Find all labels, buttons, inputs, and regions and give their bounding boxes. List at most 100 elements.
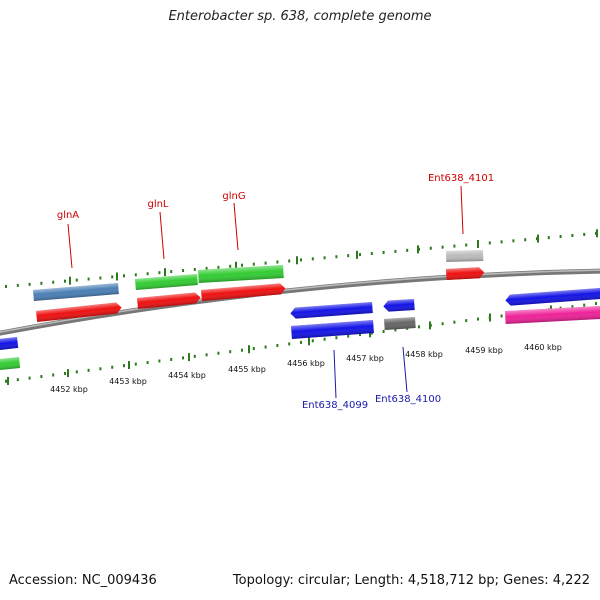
upper-tick [429, 246, 432, 250]
upper-major-tick [596, 229, 598, 238]
lower-tick [123, 364, 125, 368]
lower-tick [583, 303, 586, 307]
gene-label-top: glnA [57, 210, 79, 221]
cds-Ent638_4099 [290, 302, 373, 319]
lower-tick [229, 350, 232, 354]
upper-tick [241, 263, 243, 267]
lower-tick [347, 334, 350, 338]
upper-tick [229, 264, 232, 268]
cds-right-edge-shine [505, 288, 600, 306]
lower-tick [441, 322, 444, 326]
scale-label: 4460 kbp [524, 343, 562, 352]
gene-label-top: Ent638_4101 [428, 173, 494, 184]
lower-tick [300, 340, 302, 344]
lower-tick [241, 348, 243, 352]
gene-label-bottom: Ent638_4100 [375, 394, 441, 405]
upper-tick [252, 262, 255, 266]
lower-tick [217, 351, 220, 355]
upper-tick [488, 241, 491, 245]
lower-tick [252, 347, 255, 351]
label-connectors [67, 185, 464, 399]
lower-tick [335, 336, 338, 340]
gene-label-bottom: Ent638_4099 [302, 400, 368, 411]
scale-label: 4457 kbp [346, 354, 384, 363]
lower-tick [5, 379, 7, 383]
lower-tick [264, 345, 267, 349]
cds-right-edge [505, 288, 600, 306]
lower-major-tick [7, 376, 9, 385]
upper-tick [52, 280, 55, 284]
upper-tick-ruler [5, 229, 598, 288]
gene-Ent638_4099-shine [291, 320, 374, 339]
upper-tick [300, 258, 302, 262]
gene-right-edge-shine [505, 305, 600, 324]
lower-tick [453, 320, 456, 324]
cds-glnG-shine [201, 283, 286, 301]
lower-tick [465, 319, 468, 323]
upper-tick [123, 274, 125, 278]
upper-tick [264, 261, 267, 265]
bottom-label-leader [402, 346, 408, 393]
upper-tick [347, 254, 350, 258]
scale-label: 4456 kbp [287, 359, 325, 368]
upper-tick [99, 276, 102, 280]
upper-tick [323, 256, 326, 260]
genome-backbone-highlight [0, 269, 600, 333]
upper-major-tick [356, 250, 358, 259]
upper-tick [111, 275, 114, 279]
upper-tick [512, 239, 515, 243]
upper-tick [500, 240, 503, 244]
upper-tick [205, 266, 208, 270]
scale-label: 4458 kbp [405, 350, 443, 359]
upper-tick [370, 252, 373, 256]
cds-glnG [201, 283, 286, 301]
lower-tick [16, 378, 19, 382]
lower-major-tick [188, 353, 190, 362]
upper-tick [158, 271, 161, 275]
upper-tick [465, 243, 468, 247]
gene-left-edge-shine [0, 356, 21, 371]
upper-tick [311, 257, 314, 261]
gene-glnG-shine [198, 265, 284, 283]
upper-tick [335, 255, 338, 259]
lower-tick [418, 325, 420, 329]
upper-major-tick [537, 234, 539, 243]
lower-tick [170, 357, 173, 361]
top-label-leader [67, 223, 73, 269]
lower-major-tick [308, 337, 310, 346]
gene-Ent638_4101 [446, 250, 484, 262]
upper-tick [5, 284, 7, 288]
lower-tick [158, 359, 161, 363]
gene-Ent638_4101-shine [446, 250, 484, 262]
upper-tick [359, 253, 361, 257]
lower-tick [193, 354, 196, 358]
upper-major-tick [164, 268, 166, 277]
upper-tick [64, 279, 66, 283]
lower-tick [571, 305, 574, 309]
upper-tick [394, 249, 397, 253]
upper-tick [547, 236, 550, 240]
lower-tick [40, 375, 43, 379]
upper-tick [406, 248, 409, 252]
cds-Ent638_4101-shine [446, 267, 485, 280]
lower-tick [205, 353, 208, 357]
upper-tick [170, 270, 173, 274]
gene-label-top: glnL [147, 199, 168, 210]
lower-tick [64, 371, 66, 375]
lower-tick [134, 362, 137, 366]
lower-tick [500, 314, 503, 318]
cds-Ent638_4101 [446, 267, 485, 280]
gene-glnL-shine [135, 273, 198, 290]
genome-summary-text: Topology: circular; Length: 4,518,712 bp… [232, 573, 590, 588]
lower-tick [359, 333, 361, 337]
lower-tick [477, 317, 479, 321]
lower-tick [182, 356, 184, 360]
gene-glnA-shine [33, 282, 119, 301]
upper-tick [16, 283, 19, 287]
cds-glnL [137, 292, 201, 309]
lower-tick [28, 376, 31, 380]
cds-glnL-shine [137, 292, 201, 309]
lower-tick [595, 302, 597, 306]
lower-tick [111, 365, 114, 369]
scale-label: 4453 kbp [109, 377, 147, 386]
